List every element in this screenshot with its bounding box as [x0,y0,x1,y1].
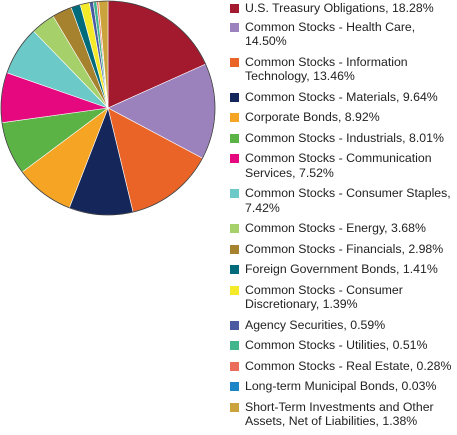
legend-label: Common Stocks - Real Estate, 0.28% [245,358,452,373]
legend-item: Long-term Municipal Bonds, 0.03% [229,379,457,394]
legend-swatch [230,92,239,102]
legend-item: Common Stocks - Communication Services, … [229,151,457,180]
legend-item: Short-Term Investments and Other Assets,… [229,400,457,429]
legend-swatch [230,57,239,67]
legend-item: Agency Securities, 0.59% [229,318,457,333]
legend-item: Common Stocks - Information Technology, … [229,55,457,84]
legend-swatch [230,320,239,330]
legend-item: Common Stocks - Industrials, 8.01% [229,131,457,146]
legend-label: Common Stocks - Communication Services, … [245,151,432,180]
legend-swatch [230,113,239,122]
legend-label: Common Stocks - Consumer Staples, 7.42% [245,186,451,215]
legend-label: Common Stocks - Materials, 9.64% [245,89,438,104]
legend-label: Agency Securities, 0.59% [245,317,386,332]
legend-label: Common Stocks - Utilities, 0.51% [245,338,428,352]
legend-swatch [230,361,239,371]
legend-label: Common Stocks - Consumer Discretionary, … [245,282,403,312]
legend-label: Long-term Municipal Bonds, 0.03% [245,379,437,393]
legend-item: Common Stocks - Financials, 2.98% [229,242,457,257]
legend-swatch [230,402,239,412]
legend-item: Common Stocks - Health Care, 14.50% [229,20,457,49]
legend-item: U.S. Treasury Obligations, 18.28% [229,1,457,16]
legend-swatch [230,133,239,143]
legend-label: Common Stocks - Health Care, 14.50% [245,19,416,49]
legend-swatch [230,341,239,350]
legend-item: Common Stocks - Consumer Discretionary, … [229,283,457,312]
legend-item: Corporate Bonds, 8.92% [229,110,457,125]
legend-item: Common Stocks - Materials, 9.64% [229,90,457,105]
legend-label: Common Stocks - Energy, 3.68% [245,221,426,235]
legend-swatch [230,244,239,254]
legend-swatch [230,189,239,198]
legend-item: Common Stocks - Energy, 3.68% [229,221,457,236]
legend-swatch [230,22,239,32]
legend-label: U.S. Treasury Obligations, 18.28% [245,1,434,15]
legend-swatch [230,224,239,233]
legend-label: Common Stocks - Industrials, 8.01% [245,130,444,145]
legend-item: Common Stocks - Real Estate, 0.28% [229,359,457,374]
legend-label: Common Stocks - Financials, 2.98% [245,241,444,256]
legend-item: Common Stocks - Consumer Staples, 7.42% [229,186,457,215]
pie-outline [0,0,216,216]
legend-item: Foreign Government Bonds, 1.41% [229,262,457,277]
legend: U.S. Treasury Obligations, 18.28% Common … [229,1,457,435]
legend-label: Foreign Government Bonds, 1.41% [245,262,438,276]
legend-swatch [230,154,239,163]
legend-label: Short-Term Investments and Other Assets,… [245,399,434,429]
legend-swatch [230,382,239,391]
legend-item: Common Stocks - Utilities, 0.51% [229,338,457,353]
legend-swatch [230,265,239,274]
legend-label: Common Stocks - Information Technology, … [245,54,408,84]
legend-swatch [230,285,239,295]
legend-swatch [230,4,239,13]
legend-label: Corporate Bonds, 8.92% [245,110,380,124]
pie-chart [0,0,216,216]
